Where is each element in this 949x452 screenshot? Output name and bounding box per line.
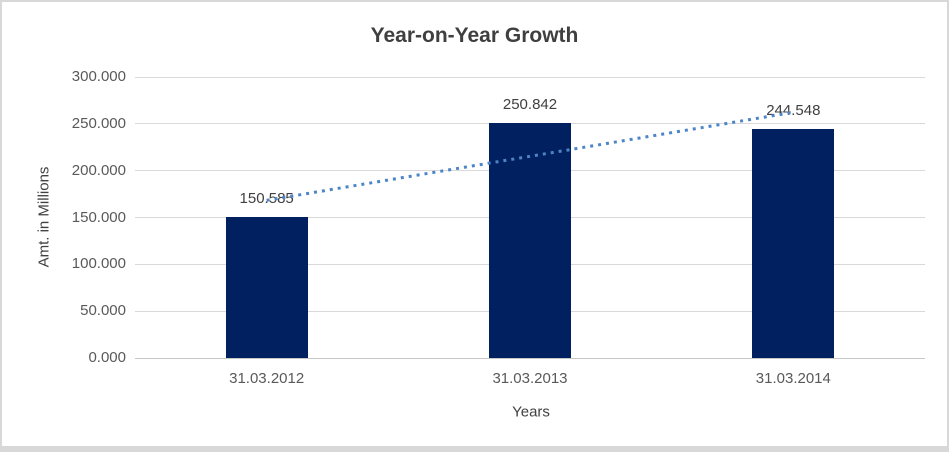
- data-label: 250.842: [502, 96, 558, 114]
- y-tick-label: 150.000: [71, 208, 126, 226]
- x-tick-label: 31.03.2014: [755, 370, 831, 387]
- gridline: [135, 76, 925, 78]
- bar-31.03.2014: [752, 128, 835, 358]
- x-axis-title: Years: [512, 403, 550, 421]
- bar-31.03.2012: [225, 216, 308, 358]
- data-label: 150.585: [239, 189, 294, 207]
- y-tick-label: 50.000: [80, 302, 126, 320]
- y-tick-label: 200.000: [71, 161, 126, 179]
- y-tick-label: 250.000: [71, 114, 126, 132]
- chart-title: Year-on-Year Growth: [370, 24, 579, 47]
- trendline: [266, 110, 794, 202]
- trendline-layer: [266, 110, 794, 202]
- y-tick-label: 100.000: [71, 255, 126, 273]
- x-tick-label: 31.03.2012: [229, 370, 305, 387]
- y-tick-label: 300.000: [71, 68, 126, 85]
- y-tick-label: 0.000: [88, 349, 126, 366]
- x-axis-line: [135, 357, 925, 359]
- bar-31.03.2013: [489, 123, 571, 358]
- x-tick-label: 31.03.2013: [492, 370, 568, 387]
